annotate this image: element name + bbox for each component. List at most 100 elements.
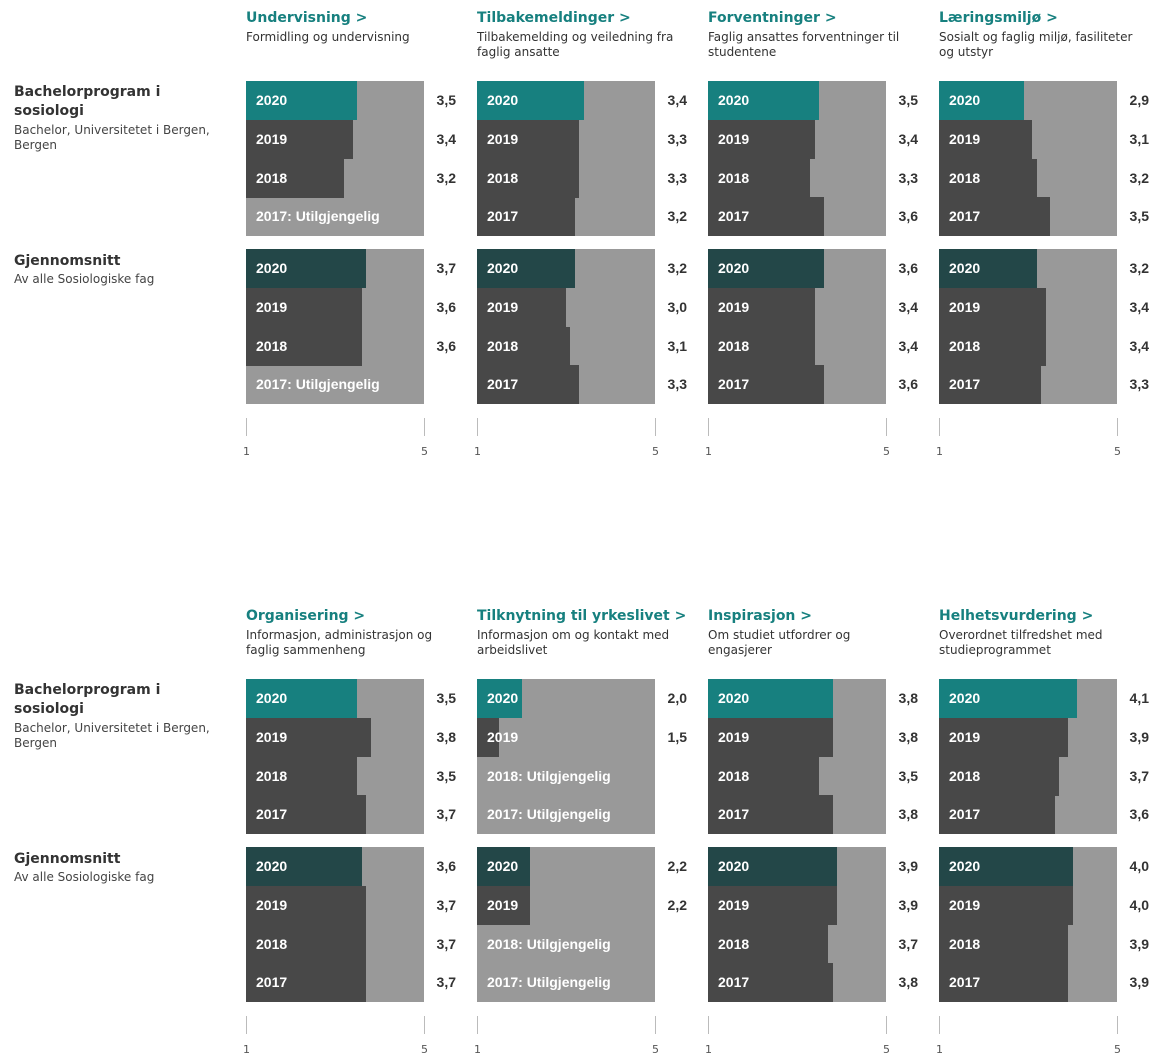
year-label: 2018: [718, 767, 750, 784]
bar: [246, 717, 371, 757]
bar: [246, 326, 362, 366]
year-label: 2017: [718, 974, 750, 991]
year-label: 2018: [487, 337, 519, 354]
year-label: 2018: [256, 337, 288, 354]
bar: [939, 795, 1055, 835]
bar: [708, 119, 815, 159]
x-tick-label: 5: [883, 445, 890, 458]
value-label: 3,7: [436, 974, 456, 991]
year-label: 2018: [256, 169, 288, 186]
value-label: 3,4: [1129, 298, 1149, 315]
value-label: 3,5: [898, 767, 918, 784]
year-label: 2018: Utilgjengelig: [487, 767, 611, 784]
year-label: 2019: [718, 896, 750, 913]
bar: [708, 81, 820, 121]
value-label: 2,2: [667, 858, 687, 874]
bar: [246, 885, 367, 925]
x-tick-label: 1: [474, 445, 481, 458]
year-label: 2020: [949, 858, 981, 874]
value-label: 3,4: [436, 130, 456, 147]
year-label: 2020: [718, 690, 750, 706]
value-label: 3,7: [898, 935, 918, 952]
year-label: 2020: [256, 260, 288, 276]
year-label: 2019: [487, 896, 519, 913]
x-tick-label: 5: [652, 1043, 659, 1056]
year-label: 2019: [718, 728, 750, 745]
x-tick: [424, 1016, 425, 1034]
group-name: Bachelorprogram i sosiologi: [14, 84, 161, 119]
value-label: 3,2: [667, 260, 687, 276]
chart-subtitle: Faglig ansattes forventninger til studen…: [708, 30, 900, 59]
bar: [477, 847, 531, 887]
value-label: 3,0: [667, 298, 687, 315]
group-name: Gjennomsnitt: [14, 851, 121, 867]
year-label: 2020: [949, 690, 981, 706]
value-label: 3,3: [898, 169, 918, 186]
bar: [939, 963, 1069, 1003]
year-label: 2019: [949, 896, 981, 913]
year-label: 2020: [718, 260, 750, 276]
bar: [708, 197, 824, 237]
year-label: 2019: [718, 130, 750, 147]
year-label: 2018: [718, 337, 750, 354]
year-label: 2020: [487, 92, 519, 108]
x-tick: [424, 418, 425, 436]
value-label: 3,8: [898, 690, 918, 706]
year-label: 2018: [949, 169, 981, 186]
bar: [246, 756, 358, 796]
year-label: 2018: [256, 767, 288, 784]
group-name: Gjennomsnitt: [14, 253, 121, 269]
bar: [708, 679, 833, 719]
x-tick-label: 5: [883, 1043, 890, 1056]
value-label: 3,8: [436, 728, 456, 745]
year-label: 2019: [487, 728, 519, 745]
bar: [477, 249, 575, 289]
bar: [708, 885, 838, 925]
year-label: 2017: Utilgjengelig: [256, 376, 380, 393]
value-label: 3,6: [898, 260, 918, 276]
value-label: 3,2: [436, 169, 456, 186]
bar: [246, 249, 367, 289]
value-label: 3,8: [898, 728, 918, 745]
value-label: 3,6: [898, 376, 918, 393]
bar: [708, 847, 838, 887]
value-label: 2,2: [667, 896, 687, 913]
year-label: 2017: [256, 806, 288, 823]
year-label: 2019: [487, 130, 519, 147]
chart-subtitle: Formidling og undervisning: [246, 30, 410, 44]
value-label: 3,6: [1129, 806, 1149, 823]
bar: [477, 81, 584, 121]
bar: [939, 249, 1037, 289]
bar: [708, 249, 824, 289]
year-label: 2017: Utilgjengelig: [487, 974, 611, 991]
year-label: 2019: [949, 298, 981, 315]
year-label: 2018: [949, 337, 981, 354]
year-label: 2019: [949, 130, 981, 147]
chart-subtitle: Informasjon om og kontakt med arbeidsliv…: [477, 628, 670, 657]
chart-title: Helhetsvurdering >: [939, 608, 1094, 624]
value-label: 3,2: [667, 208, 687, 225]
bar: [939, 119, 1033, 159]
bar: [708, 287, 815, 327]
x-tick: [246, 1016, 247, 1034]
value-label: 2,9: [1129, 92, 1149, 108]
year-label: 2017: [718, 208, 750, 225]
value-label: 3,2: [1129, 260, 1149, 276]
value-label: 3,6: [436, 298, 456, 315]
year-label: 2017: [256, 974, 288, 991]
value-label: 3,5: [1129, 208, 1149, 225]
bar: [939, 287, 1046, 327]
x-tick-label: 5: [1114, 445, 1121, 458]
year-label: 2020: [256, 690, 288, 706]
bar: [939, 717, 1069, 757]
bar: [939, 326, 1046, 366]
x-tick-label: 1: [705, 1043, 712, 1056]
bar: [939, 756, 1060, 796]
year-label: 2020: [949, 92, 981, 108]
bar: [477, 119, 580, 159]
year-label: 2020: [718, 92, 750, 108]
year-label: 2017: [487, 376, 519, 393]
year-label: 2019: [487, 298, 519, 315]
value-label: 1,5: [667, 728, 687, 745]
